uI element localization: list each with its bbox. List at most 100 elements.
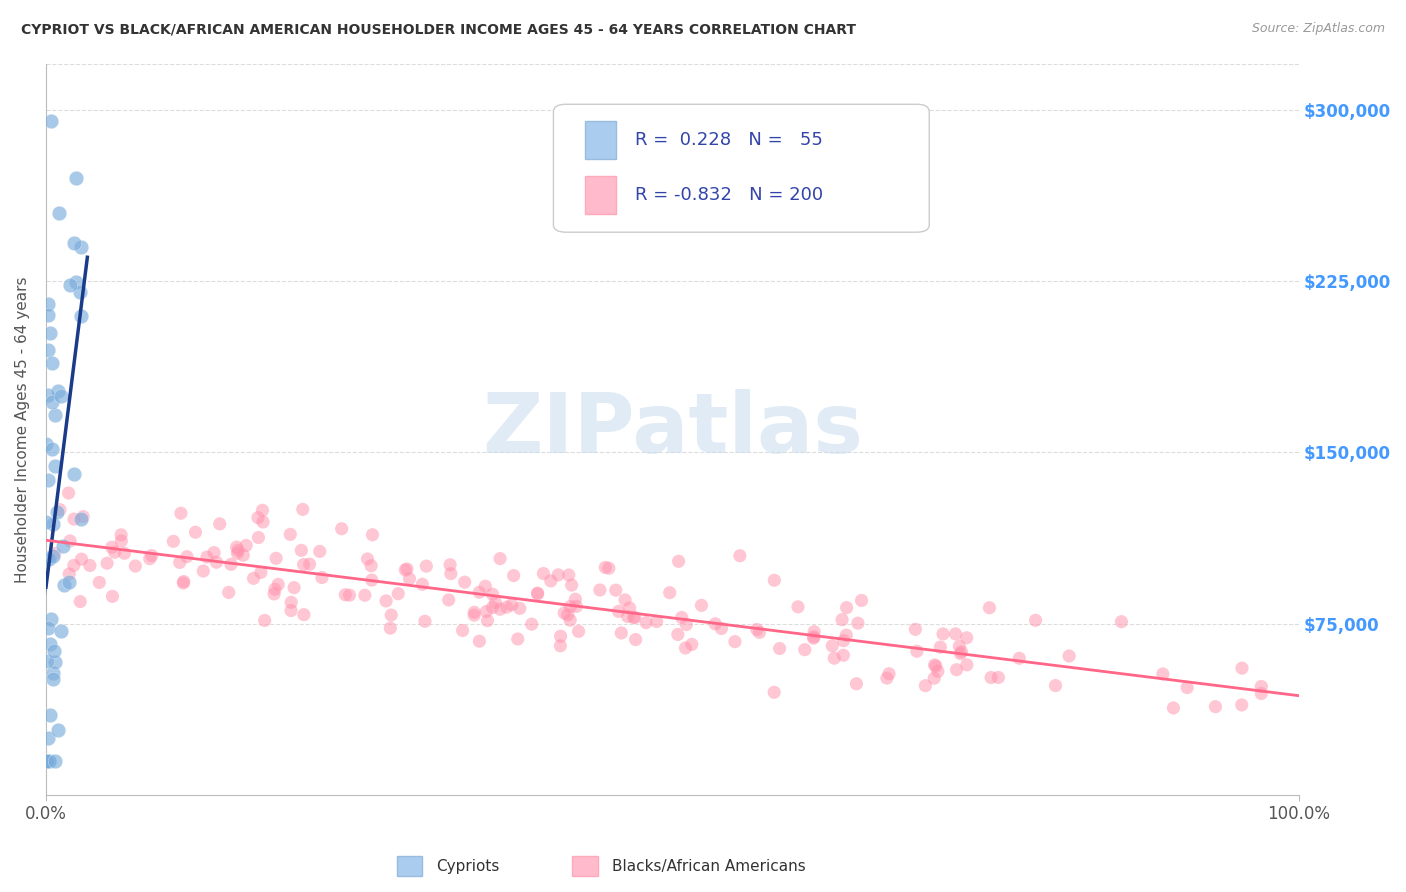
- Point: [38, 707, 60, 722]
- Point: [619, 601, 641, 615]
- Point: [1230, 661, 1253, 675]
- Point: [124, 559, 146, 574]
- Point: [520, 617, 543, 632]
- Point: [1045, 679, 1067, 693]
- Point: [1025, 613, 1047, 627]
- Point: [624, 632, 647, 647]
- Point: [58, 574, 80, 589]
- Point: [768, 641, 790, 656]
- Point: [481, 600, 503, 615]
- Point: [110, 533, 132, 548]
- Point: [666, 627, 689, 641]
- Point: [63, 512, 86, 526]
- Point: [63, 236, 86, 251]
- Point: [728, 549, 751, 563]
- Point: [37, 754, 59, 768]
- Point: [704, 616, 727, 631]
- Point: [37, 308, 59, 322]
- Point: [745, 623, 768, 637]
- Point: [70, 309, 93, 323]
- Point: [823, 651, 845, 665]
- Point: [924, 658, 946, 673]
- Text: CYPRIOT VS BLACK/AFRICAN AMERICAN HOUSEHOLDER INCOME AGES 45 - 64 YEARS CORRELAT: CYPRIOT VS BLACK/AFRICAN AMERICAN HOUSEH…: [21, 22, 856, 37]
- Point: [42, 672, 65, 686]
- Point: [832, 648, 855, 663]
- Point: [495, 600, 517, 615]
- Point: [636, 615, 658, 630]
- Point: [380, 621, 402, 635]
- Point: [292, 607, 315, 622]
- Point: [831, 613, 853, 627]
- Point: [290, 543, 312, 558]
- Point: [950, 645, 973, 659]
- Point: [690, 599, 713, 613]
- Point: [454, 575, 477, 590]
- Text: ZIPatlas: ZIPatlas: [482, 389, 863, 470]
- Point: [226, 543, 249, 558]
- Point: [375, 594, 398, 608]
- Point: [645, 615, 668, 629]
- Point: [1057, 648, 1080, 663]
- Point: [41, 356, 63, 370]
- Point: [979, 600, 1001, 615]
- Point: [763, 685, 786, 699]
- Point: [557, 607, 579, 622]
- Point: [264, 582, 287, 597]
- Point: [72, 509, 94, 524]
- Point: [553, 606, 575, 620]
- Point: [987, 670, 1010, 684]
- Point: [139, 551, 162, 566]
- Point: [509, 601, 531, 615]
- Point: [484, 595, 506, 609]
- Point: [193, 564, 215, 578]
- Point: [610, 626, 633, 640]
- Point: [526, 587, 548, 601]
- Point: [226, 546, 249, 560]
- Point: [44, 408, 66, 422]
- Point: [380, 608, 402, 623]
- Point: [52, 578, 75, 592]
- FancyBboxPatch shape: [554, 104, 929, 232]
- Point: [44, 754, 66, 768]
- Point: [35, 754, 58, 768]
- Point: [561, 578, 583, 592]
- Point: [232, 548, 254, 562]
- Point: [252, 503, 274, 517]
- Point: [38, 636, 60, 650]
- Point: [89, 575, 111, 590]
- Point: [70, 552, 93, 566]
- Point: [38, 552, 60, 566]
- Point: [37, 551, 59, 566]
- Point: [44, 459, 66, 474]
- Point: [280, 603, 302, 617]
- Point: [360, 558, 382, 573]
- Point: [37, 297, 59, 311]
- Point: [502, 568, 524, 582]
- Point: [803, 624, 825, 639]
- Point: [218, 585, 240, 599]
- FancyBboxPatch shape: [585, 121, 616, 159]
- Point: [79, 558, 101, 573]
- Point: [267, 577, 290, 591]
- Point: [675, 617, 697, 632]
- Point: [51, 389, 73, 403]
- Point: [205, 555, 228, 569]
- Point: [905, 644, 928, 658]
- Point: [263, 587, 285, 601]
- Point: [41, 395, 63, 409]
- Point: [35, 754, 58, 768]
- Point: [558, 568, 581, 582]
- Point: [671, 610, 693, 624]
- Y-axis label: Householder Income Ages 45 - 64 years: Householder Income Ages 45 - 64 years: [15, 277, 30, 582]
- Point: [463, 605, 485, 619]
- Point: [851, 593, 873, 607]
- Point: [37, 621, 59, 635]
- Point: [208, 516, 231, 531]
- Point: [141, 549, 163, 563]
- Point: [169, 556, 191, 570]
- Point: [411, 577, 433, 591]
- Point: [278, 527, 301, 541]
- Point: [242, 571, 264, 585]
- Point: [925, 659, 948, 673]
- Point: [439, 558, 461, 572]
